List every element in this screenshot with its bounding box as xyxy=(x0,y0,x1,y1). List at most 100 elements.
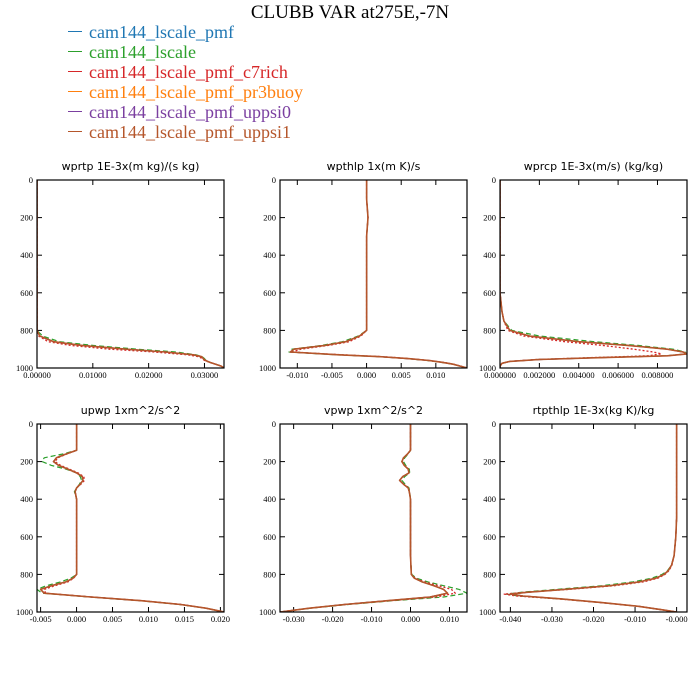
x-tick-label: 0.005 xyxy=(392,370,411,380)
y-tick-label: 1000 xyxy=(259,363,276,373)
series-line xyxy=(280,424,449,612)
y-tick-label: 800 xyxy=(20,325,33,335)
legend-swatch xyxy=(68,51,82,53)
x-tick-label: 0.015 xyxy=(175,614,194,624)
series-line xyxy=(509,424,678,612)
series-line xyxy=(500,180,687,368)
chart-panel: upwp 1xm^2/s^2 0 200 400 600 800 1000-0.005 0.0… xyxy=(16,404,230,624)
x-tick-label: -0.030 xyxy=(541,614,563,624)
series-group xyxy=(280,424,467,612)
x-tick-label: -0.040 xyxy=(499,614,521,624)
y-tick-label: 0 xyxy=(492,419,496,429)
x-tick-label: 0.010 xyxy=(426,370,445,380)
y-tick-label: 1000 xyxy=(479,607,496,617)
y-tick-label: 600 xyxy=(263,532,276,542)
x-tick-label: 0.000 xyxy=(401,614,420,624)
y-tick-label: 200 xyxy=(483,457,496,467)
series-group xyxy=(37,180,224,368)
panel-title: upwp 1xm^2/s^2 xyxy=(81,404,181,417)
y-tick-label: 600 xyxy=(483,288,496,298)
x-tick-label: 0.006000 xyxy=(602,370,634,380)
y-tick-label: 0 xyxy=(29,175,33,185)
y-tick-label: 1000 xyxy=(16,363,33,373)
series-line xyxy=(39,424,224,612)
series-group xyxy=(500,180,687,368)
panel-title: rtpthlp 1E-3x(kg K)/kg xyxy=(533,404,655,417)
chart-panel: wprcp 1E-3x(m/s) (kg/kg) 0 200 400 600 800 100… xyxy=(479,160,688,380)
y-tick-label: 400 xyxy=(263,250,276,260)
y-tick-label: 800 xyxy=(483,325,496,335)
series-line xyxy=(280,424,449,612)
series-line xyxy=(289,180,467,368)
series-line xyxy=(503,424,678,612)
legend-entry: cam144_lscale_pmf_uppsi0 xyxy=(68,102,303,122)
x-tick-label: 0.002000 xyxy=(523,370,555,380)
series-line xyxy=(288,180,467,368)
y-tick-label: 200 xyxy=(20,457,33,467)
y-tick-label: 600 xyxy=(263,288,276,298)
y-tick-label: 0 xyxy=(272,175,276,185)
series-group xyxy=(503,424,678,612)
plot-frame xyxy=(279,179,468,369)
plot-frame xyxy=(499,179,688,369)
x-tick-label: 0.02000 xyxy=(135,370,163,380)
x-tick-label: 0.010 xyxy=(440,614,459,624)
y-tick-label: 0 xyxy=(272,419,276,429)
series-group xyxy=(288,180,467,368)
chart-panel: wprtp 1E-3x(m kg)/(s kg) 0 200 400 600 800 100… xyxy=(16,160,225,380)
series-line xyxy=(37,180,224,368)
y-tick-label: 200 xyxy=(20,213,33,223)
y-tick-label: 800 xyxy=(483,569,496,579)
x-tick-label: 0.000 xyxy=(67,614,86,624)
panel-title: wprcp 1E-3x(m/s) (kg/kg) xyxy=(524,160,663,173)
series-line xyxy=(37,180,224,368)
legend-entry: cam144_lscale xyxy=(68,42,303,62)
legend-label: cam144_lscale_pmf_uppsi0 xyxy=(89,102,291,122)
x-tick-label: 0.01000 xyxy=(79,370,107,380)
x-tick-label: 0.010 xyxy=(139,614,158,624)
series-line xyxy=(37,180,224,368)
y-tick-label: 1000 xyxy=(259,607,276,617)
legend-entry: cam144_lscale_pmf xyxy=(68,22,303,42)
legend-swatch xyxy=(68,91,82,93)
y-tick-label: 600 xyxy=(483,532,496,542)
series-line xyxy=(37,180,224,368)
series-line xyxy=(289,180,467,368)
series-line xyxy=(505,424,678,612)
series-line xyxy=(509,424,678,612)
y-tick-label: 800 xyxy=(263,569,276,579)
legend: cam144_lscale_pmf cam144_lscale cam144_l… xyxy=(68,22,303,142)
x-tick-label: -0.020 xyxy=(322,614,344,624)
legend-swatch xyxy=(68,131,82,133)
legend-swatch xyxy=(68,71,82,73)
series-line xyxy=(500,180,687,368)
series-line xyxy=(280,424,467,612)
y-tick-label: 0 xyxy=(29,419,33,429)
series-line xyxy=(280,424,449,612)
series-line xyxy=(509,424,678,612)
plot-frame xyxy=(499,423,688,613)
legend-label: cam144_lscale_pmf_c7rich xyxy=(89,62,288,82)
chart-panel: rtpthlp 1E-3x(kg K)/kg02004006008001000-… xyxy=(479,404,688,624)
x-tick-label: 0.000 xyxy=(357,370,376,380)
series-line xyxy=(500,180,663,368)
series-line xyxy=(37,424,224,612)
legend-label: cam144_lscale xyxy=(89,42,196,62)
y-tick-label: 200 xyxy=(483,213,496,223)
y-tick-label: 1000 xyxy=(16,607,33,617)
x-tick-label: 0.000000 xyxy=(484,370,516,380)
series-line xyxy=(291,180,467,368)
legend-label: cam144_lscale_pmf xyxy=(89,22,234,42)
x-tick-label: -0.010 xyxy=(286,370,308,380)
series-line xyxy=(280,424,449,612)
y-tick-label: 0 xyxy=(492,175,496,185)
legend-swatch xyxy=(68,31,82,33)
y-tick-label: 200 xyxy=(263,213,276,223)
panel-title: vpwp 1xm^2/s^2 xyxy=(324,404,423,417)
x-tick-label: 0.020 xyxy=(211,614,230,624)
legend-entry: cam144_lscale_pmf_c7rich xyxy=(68,62,303,82)
y-tick-label: 400 xyxy=(483,494,496,504)
chart-panel: wpthlp 1x(m K)/s 0 200 400 600 800 1000 -0.010 -… xyxy=(259,160,468,380)
y-tick-label: 600 xyxy=(20,288,33,298)
series-line xyxy=(500,180,687,368)
